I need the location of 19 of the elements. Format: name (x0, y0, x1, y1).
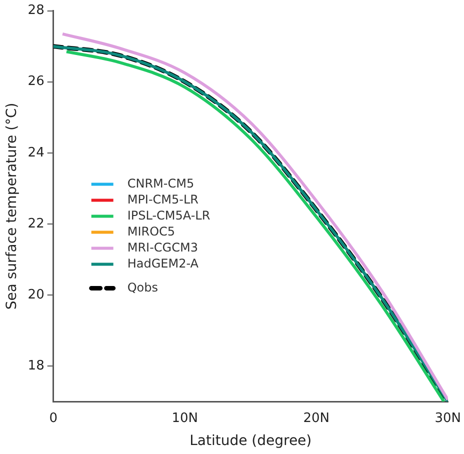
y-tick-label: 20 (28, 287, 44, 302)
legend-label: IPSL-CM5A-LR (127, 208, 210, 222)
legend-label: MIROC5 (127, 224, 176, 238)
legend-label: MRI-CGCM3 (127, 240, 198, 254)
legend-label: Qobs (127, 280, 158, 294)
legend-label: CNRM-CM5 (127, 176, 194, 190)
legend-label: MPI-CM5-LR (127, 192, 199, 206)
x-tick-label: 10N (172, 410, 198, 426)
x-tick-label: 20N (303, 410, 330, 426)
y-tick-label: 26 (28, 74, 44, 90)
x-axis-title: Latitude (degree) (190, 433, 312, 450)
y-tick-label: 18 (28, 358, 44, 374)
y-tick-label: 24 (28, 145, 44, 160)
y-tick-label: 28 (28, 3, 44, 18)
x-tick-label: 30N (434, 410, 462, 426)
y-axis-title: Sea surface temperature (°C) (4, 102, 20, 310)
x-tick-label: 0 (49, 410, 58, 426)
legend-label: HadGEM2-A (127, 256, 200, 270)
y-tick-label: 22 (28, 216, 44, 232)
